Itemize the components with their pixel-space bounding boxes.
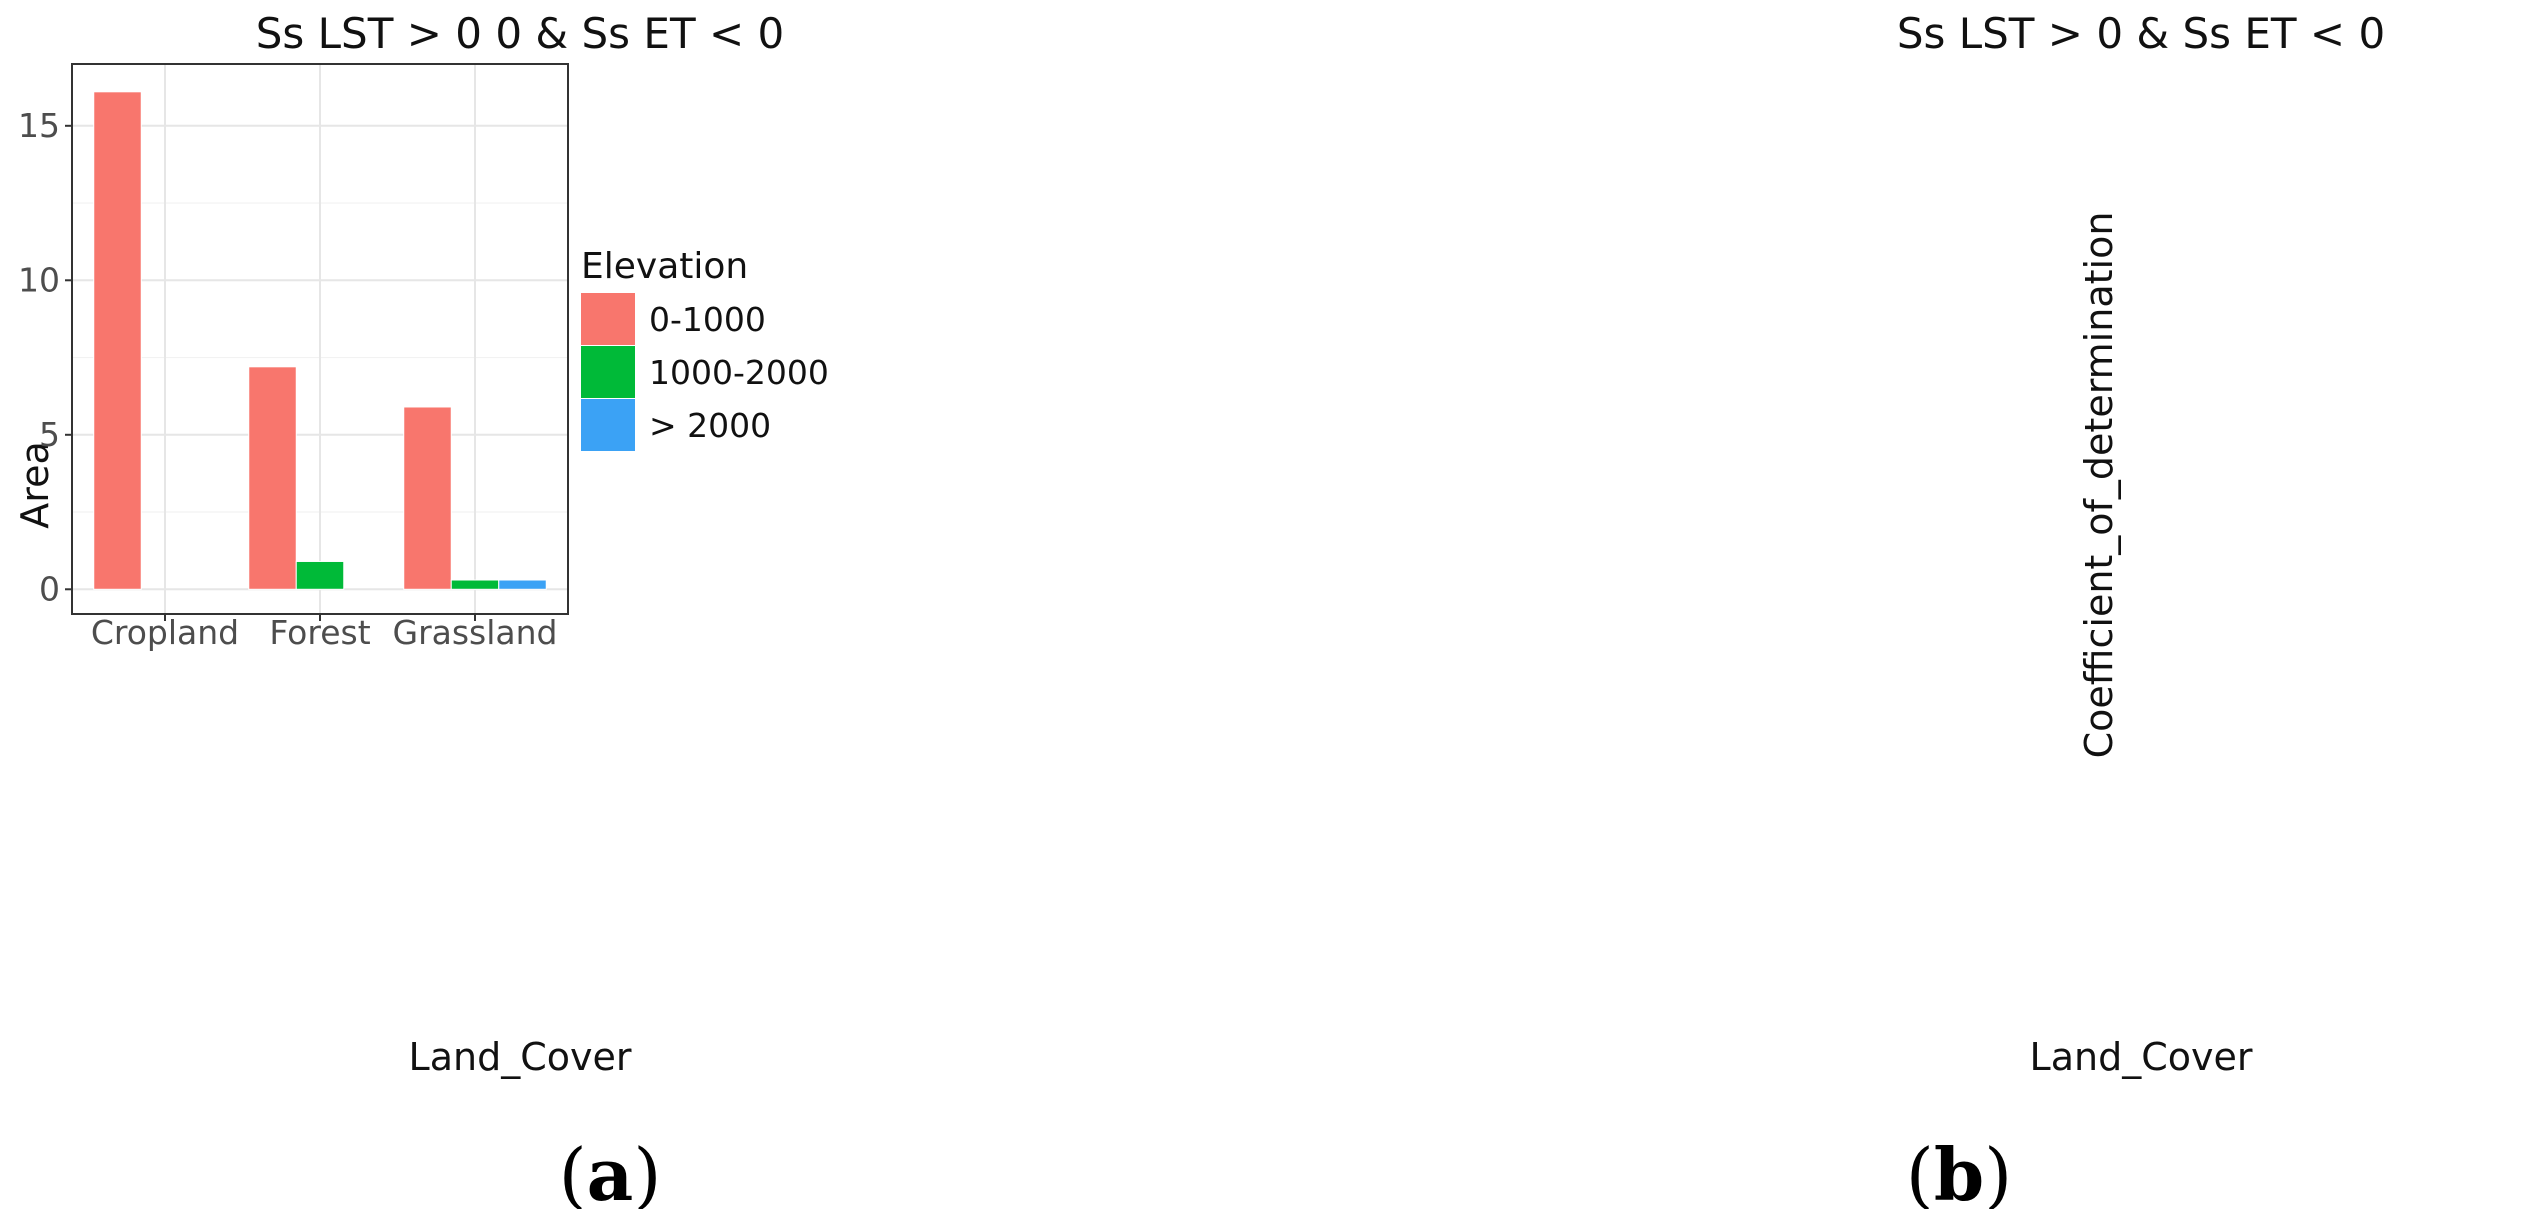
x-tick-label-grassland: Grassland <box>393 613 558 652</box>
legend-key <box>581 293 635 345</box>
y-tick-label: 10 <box>18 260 60 299</box>
chart-a-xlabel: Land_Cover <box>409 1035 632 1079</box>
chart-b-ylabel: Coefficient_of_determination <box>2077 212 2121 759</box>
chart-a-plot: 0 5 10 15 Cropland Forest Grassland Elevation 0-… <box>18 63 829 652</box>
chart-a-title: Ss LST > 0 0 & Ss ET < 0 <box>256 9 784 58</box>
x-tick-label-cropland: Cropland <box>91 613 239 652</box>
bar-forest-10002000 <box>295 560 345 590</box>
legend-key <box>581 399 635 451</box>
chart-b-svg: Ss LST > 0 & Ss ET < 0 Land_Cover Coeffi… <box>1897 9 2385 1209</box>
legend-label: 1000-2000 <box>649 353 829 392</box>
chart-a-svg: Ss LST > 0 0 & Ss ET < 0 Land_Cover Area… <box>13 9 829 1209</box>
y-tick-label: 15 <box>18 106 60 145</box>
bar-grassland-01000 <box>403 406 452 590</box>
chart-a-caption: (a) <box>559 1132 662 1209</box>
legend-title: Elevation <box>581 246 748 287</box>
chart-b-xlabel: Land_Cover <box>2030 1035 2253 1079</box>
chart-panel-a: Ss LST > 0 0 & Ss ET < 0 Land_Cover Area… <box>13 9 829 1209</box>
bar-forest-01000 <box>248 366 297 590</box>
chart-a-ylabel: Area <box>13 441 57 528</box>
y-tick-label: 5 <box>39 415 60 454</box>
chart-panel-b: Ss LST > 0 & Ss ET < 0 Land_Cover Coeffi… <box>1264 0 2528 1209</box>
bar-grassland-10002000 <box>450 579 500 590</box>
bar-grassland-2000 <box>498 579 547 590</box>
legend-label: > 2000 <box>649 406 771 445</box>
legend-key <box>581 346 635 398</box>
chart-b-caption: (b) <box>1906 1132 2013 1209</box>
chart-b-title: Ss LST > 0 & Ss ET < 0 <box>1897 9 2385 58</box>
legend-label: 0-1000 <box>649 300 766 339</box>
x-tick-label-forest: Forest <box>269 613 370 652</box>
bar-cropland-01000 <box>93 91 142 590</box>
y-tick-label: 0 <box>39 569 60 608</box>
